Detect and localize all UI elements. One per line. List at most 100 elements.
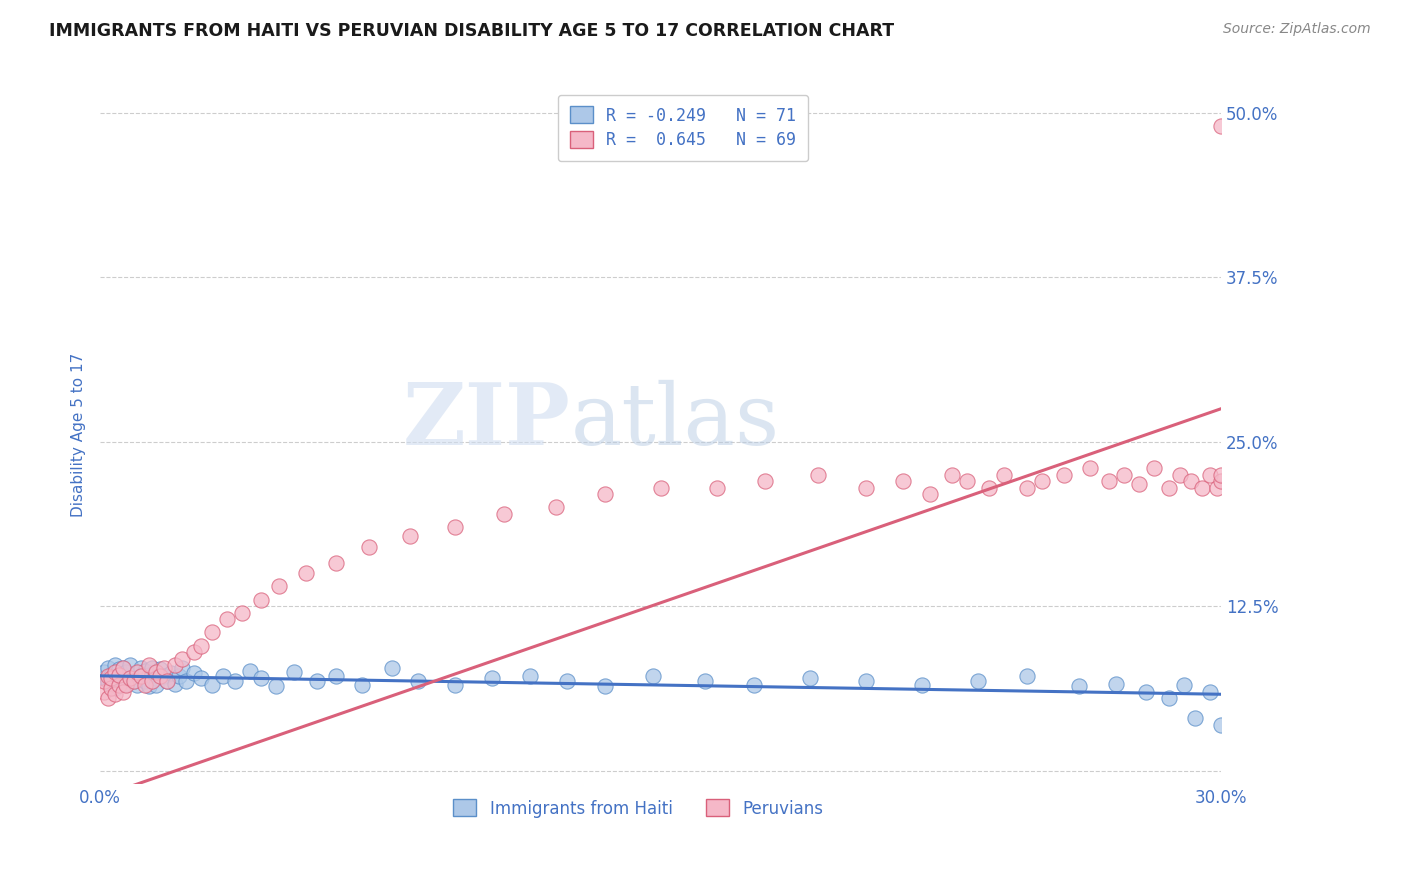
Point: [111, 684, 134, 698]
Point: [325, 669, 347, 683]
Point: [1180, 474, 1202, 488]
Point: [149, 662, 172, 676]
Point: [160, 666, 183, 681]
Point: [134, 664, 156, 678]
Point: [249, 592, 271, 607]
Point: [1198, 684, 1220, 698]
Point: [1105, 677, 1128, 691]
Point: [138, 658, 160, 673]
Point: [122, 674, 145, 689]
Point: [127, 678, 149, 692]
Point: [108, 678, 131, 692]
Point: [643, 669, 665, 683]
Point: [956, 474, 979, 488]
Point: [593, 679, 616, 693]
Point: [380, 661, 402, 675]
Point: [183, 645, 205, 659]
Point: [350, 678, 373, 692]
Point: [444, 520, 467, 534]
Point: [183, 666, 205, 681]
Point: [141, 661, 163, 675]
Point: [97, 691, 120, 706]
Point: [855, 481, 877, 495]
Point: [104, 665, 127, 679]
Point: [1031, 474, 1053, 488]
Point: [108, 662, 131, 676]
Point: [1168, 467, 1191, 482]
Point: [406, 674, 429, 689]
Point: [305, 674, 328, 689]
Point: [174, 674, 197, 689]
Point: [481, 672, 503, 686]
Point: [118, 658, 141, 673]
Point: [492, 507, 515, 521]
Point: [249, 672, 271, 686]
Point: [283, 665, 305, 679]
Point: [754, 474, 776, 488]
Point: [129, 669, 152, 683]
Point: [201, 625, 224, 640]
Point: [1098, 474, 1121, 488]
Point: [519, 669, 541, 683]
Point: [1173, 678, 1195, 692]
Point: [231, 606, 253, 620]
Text: Source: ZipAtlas.com: Source: ZipAtlas.com: [1223, 22, 1371, 37]
Point: [967, 674, 990, 689]
Point: [201, 678, 224, 692]
Point: [167, 669, 190, 683]
Point: [145, 665, 167, 679]
Text: atlas: atlas: [571, 379, 780, 463]
Point: [129, 669, 152, 683]
Point: [855, 674, 877, 689]
Point: [1067, 679, 1090, 693]
Point: [239, 664, 262, 678]
Point: [269, 579, 291, 593]
Point: [100, 667, 122, 681]
Point: [122, 674, 145, 689]
Point: [941, 467, 963, 482]
Point: [127, 666, 149, 681]
Point: [1209, 474, 1232, 488]
Point: [108, 667, 131, 681]
Point: [544, 500, 567, 515]
Point: [1015, 669, 1038, 683]
Point: [294, 566, 316, 581]
Point: [104, 681, 127, 695]
Point: [399, 529, 422, 543]
Point: [163, 677, 186, 691]
Point: [145, 678, 167, 692]
Point: [918, 487, 941, 501]
Point: [97, 674, 120, 689]
Point: [172, 651, 194, 665]
Point: [152, 661, 174, 675]
Point: [115, 678, 138, 692]
Point: [100, 681, 122, 695]
Point: [893, 474, 915, 488]
Point: [111, 661, 134, 675]
Legend: Immigrants from Haiti, Peruvians: Immigrants from Haiti, Peruvians: [446, 793, 830, 824]
Point: [1157, 481, 1180, 495]
Point: [93, 672, 115, 686]
Point: [555, 674, 578, 689]
Point: [1143, 461, 1166, 475]
Point: [100, 672, 122, 686]
Point: [97, 669, 120, 683]
Point: [145, 672, 167, 686]
Point: [911, 678, 934, 692]
Point: [444, 678, 467, 692]
Point: [1135, 684, 1157, 698]
Point: [799, 672, 821, 686]
Point: [264, 679, 287, 693]
Point: [100, 678, 122, 692]
Text: IMMIGRANTS FROM HAITI VS PERUVIAN DISABILITY AGE 5 TO 17 CORRELATION CHART: IMMIGRANTS FROM HAITI VS PERUVIAN DISABI…: [49, 22, 894, 40]
Point: [1198, 467, 1220, 482]
Point: [134, 678, 156, 692]
Point: [156, 674, 179, 689]
Point: [190, 672, 212, 686]
Point: [108, 669, 131, 683]
Point: [224, 674, 246, 689]
Y-axis label: Disability Age 5 to 17: Disability Age 5 to 17: [72, 353, 86, 517]
Point: [104, 687, 127, 701]
Point: [593, 487, 616, 501]
Point: [163, 658, 186, 673]
